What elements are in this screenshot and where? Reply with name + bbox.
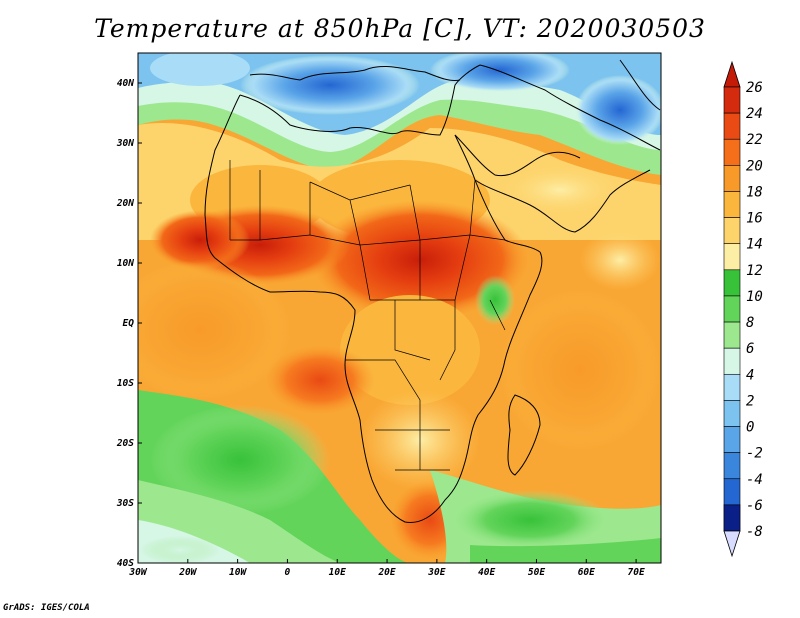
axis-ticks: 30W 20W 10W 0 10E 20E 30E 40E 50E 60E 70E 40N 30N 20N… (116, 78, 645, 578)
colorbar-swatch (723, 138, 741, 166)
colorbar-swatch (723, 165, 741, 192)
page-title: Temperature at 850hPa [C], VT: 202003050… (94, 14, 706, 43)
colorbar-label: 20 (746, 158, 763, 174)
colorbar-swatch (723, 269, 741, 297)
credit-label: GrADS: IGES/COLA (3, 603, 90, 613)
lat-tick-label: 20N (116, 198, 134, 209)
colorbar-label: 12 (746, 263, 763, 279)
lon-tick-label: 30W (128, 567, 147, 578)
colorbar-over-arrow (723, 60, 741, 88)
colorbar-swatch (723, 504, 741, 532)
colorbar-swatch (723, 373, 741, 401)
colorbar-label: 8 (746, 315, 754, 331)
lon-tick-label: 50E (528, 567, 545, 578)
map-frame (137, 52, 662, 564)
colorbar-swatch (723, 478, 741, 506)
lat-tick-label: EQ (123, 318, 135, 329)
lon-tick-label: 20W (178, 567, 197, 578)
lon-tick-label: 20E (377, 567, 395, 578)
lat-tick-label: 30S (116, 498, 134, 509)
colorbar-label: 10 (746, 289, 763, 305)
lon-tick-label: 40E (478, 567, 495, 578)
colorbar-swatch (723, 426, 741, 453)
colorbar-swatch (723, 400, 741, 427)
coastlines (204, 59, 661, 524)
colorbar-label: 22 (746, 132, 763, 148)
lat-tick-label: 10S (117, 378, 134, 389)
colorbar-label: -6 (746, 498, 763, 514)
lon-tick-label: 30E (427, 567, 445, 578)
lon-tick-label: 10W (229, 567, 247, 578)
colorbar-label: 26 (746, 80, 763, 96)
colorbar-label: 4 (746, 367, 754, 383)
colorbar-label: -8 (746, 524, 763, 540)
lat-tick-label: 10N (117, 258, 134, 269)
colorbar-label: -4 (746, 472, 763, 488)
colorbar-swatch (723, 452, 741, 480)
lon-tick-label: 10E (329, 567, 346, 578)
colorbar-swatch (723, 191, 741, 218)
lon-tick-label: 0 (285, 567, 291, 578)
colorbar-swatch (723, 243, 741, 271)
colorbar-under-arrow (723, 530, 741, 558)
colorbar-label: 16 (746, 211, 763, 227)
colorbar-swatch (723, 321, 741, 349)
colorbar-swatch (723, 86, 741, 114)
country-borders (229, 160, 506, 471)
colorbar-label: 24 (746, 106, 763, 122)
lat-tick-label: 40N (117, 78, 134, 89)
temperature-field (138, 53, 661, 563)
colorbar-label: 2 (746, 393, 754, 409)
lat-tick-label: 30N (116, 138, 134, 149)
colorbar-swatch (723, 217, 741, 245)
colorbar-label: 6 (746, 341, 754, 357)
colorbar-label: 0 (746, 420, 754, 436)
lon-tick-label: 70E (628, 567, 645, 578)
lon-tick-label: 60E (578, 567, 595, 578)
colorbar-label: 18 (746, 184, 763, 200)
colorbar-swatch (723, 112, 741, 140)
lat-tick-label: 40S (117, 558, 134, 569)
colorbar-label: 14 (746, 237, 763, 253)
colorbar-label: -2 (746, 446, 763, 462)
colorbar-swatch (723, 347, 741, 375)
colorbar-swatch (723, 295, 741, 323)
lat-tick-label: 20S (116, 438, 134, 449)
